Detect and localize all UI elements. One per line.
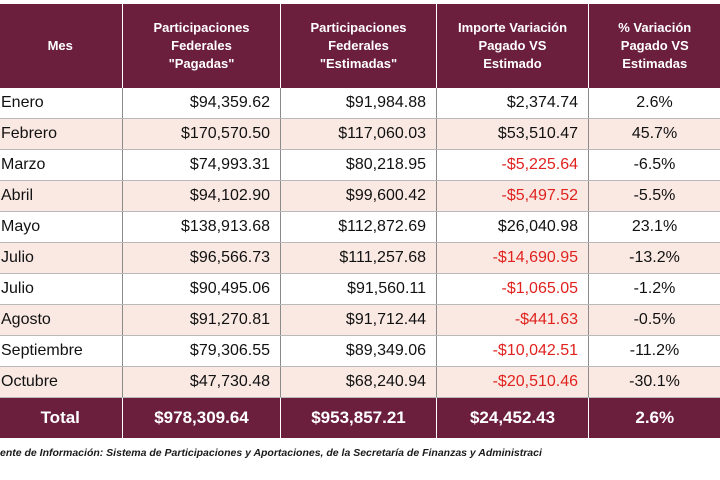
cell-pagadas: $47,730.48: [122, 366, 281, 398]
table-row: Julio $90,495.06 $91,560.11 -$1,065.05 -1.2%: [0, 273, 720, 305]
cell-porcentaje: 23.1%: [588, 211, 720, 243]
header-line: % Variación: [618, 20, 692, 35]
cell-mes: Enero: [0, 88, 123, 119]
header-line: Pagado VS: [478, 38, 547, 53]
header-line: Federales: [328, 38, 389, 53]
cell-variacion: -$5,225.64: [436, 149, 589, 181]
cell-pagadas: $79,306.55: [122, 335, 281, 367]
cell-pagadas: $91,270.81: [122, 304, 281, 336]
cell-variacion: -$10,042.51: [436, 335, 589, 367]
table-row: Agosto $91,270.81 $91,712.44 -$441.63 -0.5%: [0, 304, 720, 336]
cell-mes: Mayo: [0, 211, 123, 243]
cell-porcentaje: 45.7%: [588, 118, 720, 150]
header-mes-text: Mes: [47, 38, 73, 53]
cell-porcentaje: -0.5%: [588, 304, 720, 336]
header-line: "Pagadas": [168, 56, 235, 71]
cell-mes: Julio: [0, 273, 123, 305]
cell-mes: Septiembre: [0, 335, 123, 367]
table-row: Febrero $170,570.50 $117,060.03 $53,510.47 4…: [0, 118, 720, 150]
header-line: "Estimadas": [319, 56, 398, 71]
cell-variacion: -$20,510.46: [436, 366, 589, 398]
cell-porcentaje: -5.5%: [588, 180, 720, 212]
table-row: Mayo $138,913.68 $112,872.69 $26,040.98 23.1…: [0, 211, 720, 243]
participaciones-table: Mes Participaciones Federales "Pagadas" …: [0, 4, 720, 438]
cell-variacion: -$1,065.05: [436, 273, 589, 305]
cell-porcentaje: -11.2%: [588, 335, 720, 367]
cell-variacion: $53,510.47: [436, 118, 589, 150]
cell-mes: Marzo: [0, 149, 123, 181]
cell-mes: Agosto: [0, 304, 123, 336]
cell-pagadas: $170,570.50: [122, 118, 281, 150]
header-line: Participaciones: [310, 20, 407, 35]
header-line: Estimado: [483, 56, 542, 71]
cell-porcentaje: -1.2%: [588, 273, 720, 305]
cell-variacion: $2,374.74: [436, 88, 589, 119]
cell-variacion: $26,040.98: [436, 211, 589, 243]
cell-pagadas: $138,913.68: [122, 211, 281, 243]
total-row: Total $978,309.64 $953,857.21 $24,452.43…: [0, 397, 720, 438]
table-row: Enero $94,359.62 $91,984.88 $2,374.74 2.6%: [0, 88, 720, 119]
cell-mes: Julio: [0, 242, 123, 274]
cell-mes: Abril: [0, 180, 123, 212]
cell-variacion: -$14,690.95: [436, 242, 589, 274]
header-line: Pagado VS: [620, 38, 689, 53]
table-row: Abril $94,102.90 $99,600.42 -$5,497.52 -5.5%: [0, 180, 720, 212]
header-line: Estimadas: [622, 56, 688, 71]
total-pagadas: $978,309.64: [122, 397, 281, 438]
cell-pagadas: $74,993.31: [122, 149, 281, 181]
cell-estimadas: $112,872.69: [280, 211, 437, 243]
cell-porcentaje: -6.5%: [588, 149, 720, 181]
header-pagadas: Participaciones Federales "Pagadas": [122, 4, 281, 88]
header-row: Mes Participaciones Federales "Pagadas" …: [0, 4, 720, 88]
total-porcentaje: 2.6%: [588, 397, 720, 438]
table-row: Octubre $47,730.48 $68,240.94 -$20,510.46 -3…: [0, 366, 720, 398]
total-variacion: $24,452.43: [436, 397, 589, 438]
cell-estimadas: $99,600.42: [280, 180, 437, 212]
total-label: Total: [0, 397, 123, 438]
table-row: Marzo $74,993.31 $80,218.95 -$5,225.64 -6.5%: [0, 149, 720, 181]
header-importe-variacion: Importe Variación Pagado VS Estimado: [436, 4, 589, 88]
cell-pagadas: $94,102.90: [122, 180, 281, 212]
source-note: ente de Información: Sistema de Particip…: [0, 447, 542, 459]
cell-variacion: -$441.63: [436, 304, 589, 336]
header-line: Participaciones: [153, 20, 250, 35]
table-row: Julio $96,566.73 $111,257.68 -$14,690.95 -13…: [0, 242, 720, 274]
cell-porcentaje: -13.2%: [588, 242, 720, 274]
cell-estimadas: $80,218.95: [280, 149, 437, 181]
header-porcentaje-variacion: % Variación Pagado VS Estimadas: [588, 4, 720, 88]
cell-estimadas: $117,060.03: [280, 118, 437, 150]
cell-estimadas: $68,240.94: [280, 366, 437, 398]
table-footer: Total $978,309.64 $953,857.21 $24,452.43…: [0, 397, 720, 438]
table-row: Septiembre $79,306.55 $89,349.06 -$10,042.5…: [0, 335, 720, 367]
participaciones-table-container: Mes Participaciones Federales "Pagadas" …: [0, 4, 720, 438]
cell-estimadas: $91,712.44: [280, 304, 437, 336]
header-line: Importe Variación: [457, 20, 568, 35]
table-body: Enero $94,359.62 $91,984.88 $2,374.74 2.6% Fe…: [0, 88, 720, 398]
cell-mes: Octubre: [0, 366, 123, 398]
cell-pagadas: $96,566.73: [122, 242, 281, 274]
total-estimadas: $953,857.21: [280, 397, 437, 438]
cell-estimadas: $91,984.88: [280, 88, 437, 119]
cell-estimadas: $111,257.68: [280, 242, 437, 274]
cell-estimadas: $89,349.06: [280, 335, 437, 367]
cell-porcentaje: 2.6%: [588, 88, 720, 119]
header-estimadas: Participaciones Federales "Estimadas": [280, 4, 437, 88]
table-header: Mes Participaciones Federales "Pagadas" …: [0, 4, 720, 88]
header-line: Federales: [171, 38, 232, 53]
header-mes: Mes: [0, 4, 123, 88]
cell-porcentaje: -30.1%: [588, 366, 720, 398]
cell-mes: Febrero: [0, 118, 123, 150]
cell-pagadas: $94,359.62: [122, 88, 281, 119]
cell-variacion: -$5,497.52: [436, 180, 589, 212]
cell-pagadas: $90,495.06: [122, 273, 281, 305]
cell-estimadas: $91,560.11: [280, 273, 437, 305]
